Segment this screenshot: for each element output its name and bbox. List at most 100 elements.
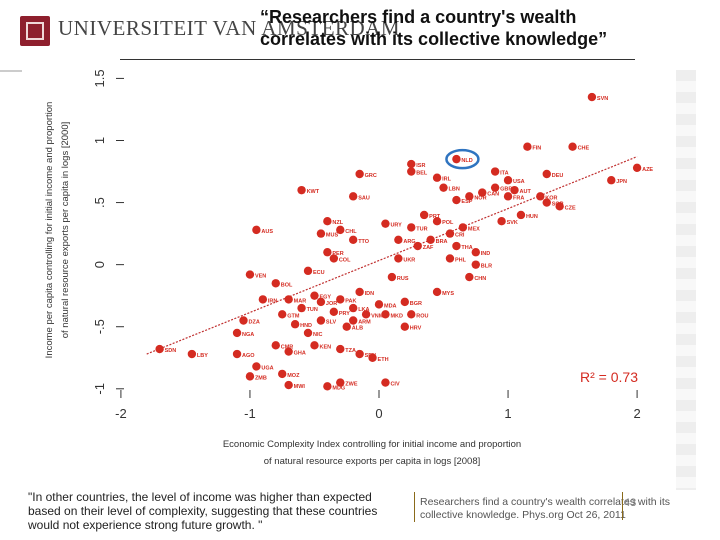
point-TUN bbox=[297, 303, 306, 313]
point-CZE bbox=[555, 202, 564, 211]
point-label-VEN: VEN bbox=[255, 274, 266, 280]
point-label-ISR: ISR bbox=[416, 163, 425, 169]
point-label-TTO: TTO bbox=[358, 239, 370, 245]
point-JPN bbox=[607, 176, 616, 185]
university-crest-icon bbox=[20, 16, 50, 46]
point-TZA bbox=[336, 344, 345, 354]
point-label-MDG: MDG bbox=[332, 385, 345, 391]
point-CRI bbox=[445, 229, 455, 238]
point-ESP bbox=[452, 195, 461, 205]
point-MOZ bbox=[278, 369, 287, 379]
y-axis-label-line-1: of natural resource exports per capita i… bbox=[60, 122, 71, 339]
page-number: 43 bbox=[624, 497, 637, 509]
point-label-SDN: SDN bbox=[165, 348, 177, 354]
point-label-PRY: PRY bbox=[339, 311, 350, 317]
point-HRV bbox=[400, 322, 410, 331]
y-tick-label-4: 1 bbox=[92, 137, 107, 144]
data-points: SVN FIN CHE NLD AZE ITA DEU ISR BEL GRC KWT JPN IRL L… bbox=[155, 92, 653, 391]
point-label-DZA: DZA bbox=[249, 320, 260, 326]
point-SGP bbox=[542, 198, 551, 207]
point-NZL bbox=[323, 216, 332, 226]
point-AUS bbox=[252, 225, 261, 235]
x-axis-label-line-0: Economic Complexity Index controlling fo… bbox=[223, 439, 521, 450]
point-label-UGA: UGA bbox=[261, 365, 273, 371]
point-label-JOR: JOR bbox=[326, 301, 337, 307]
point-label-MOZ: MOZ bbox=[287, 373, 300, 379]
point-label-IND: IND bbox=[481, 251, 491, 257]
point-LBN bbox=[439, 183, 448, 192]
point-AUT bbox=[510, 185, 519, 195]
point-label-LKA: LKA bbox=[358, 307, 369, 313]
x-tick-label-0: -2 bbox=[115, 406, 127, 421]
point-label-ITA: ITA bbox=[500, 171, 508, 177]
chart-axes: -1 -.5 0 .5 1 1.5 -2 -1 0 1 2 bbox=[92, 69, 641, 421]
point-label-AUT: AUT bbox=[520, 189, 532, 195]
point-label-PER: PER bbox=[332, 251, 343, 257]
point-JOR bbox=[316, 297, 326, 307]
point-label-ALB: ALB bbox=[352, 326, 363, 332]
point-KEN bbox=[310, 341, 319, 350]
point-ROU bbox=[407, 310, 416, 319]
page-divider bbox=[622, 492, 623, 520]
point-label-BLR: BLR bbox=[481, 264, 492, 270]
point-TUR bbox=[407, 223, 416, 232]
y-tick-label-1: -.5 bbox=[92, 319, 107, 334]
point-IDN bbox=[355, 287, 364, 297]
point-label-BRA: BRA bbox=[436, 239, 448, 245]
point-COL bbox=[329, 254, 339, 263]
point-AGO bbox=[232, 349, 242, 359]
point-label-TZA: TZA bbox=[345, 348, 356, 354]
point-label-AZE: AZE bbox=[642, 167, 653, 173]
point-AZE bbox=[632, 163, 642, 173]
slide-header: UNIVERSITEIT VAN AMSTERDAM “Researchers … bbox=[0, 0, 720, 70]
point-PER bbox=[323, 248, 332, 257]
point-PAK bbox=[336, 295, 345, 304]
point-VEN bbox=[245, 270, 255, 279]
point-DEU bbox=[542, 169, 551, 179]
point-ETH bbox=[368, 353, 377, 362]
point-label-ETH: ETH bbox=[378, 357, 389, 363]
point-label-RUS: RUS bbox=[397, 276, 409, 282]
point-CHL bbox=[336, 225, 345, 235]
point-ZWE bbox=[336, 378, 345, 387]
point-PHL bbox=[445, 254, 455, 263]
point-HND bbox=[290, 320, 300, 329]
point-POL bbox=[432, 216, 442, 226]
point-VNM bbox=[361, 310, 371, 319]
point-RUS bbox=[387, 272, 397, 282]
point-NOR bbox=[465, 192, 474, 201]
point-label-TUR: TUR bbox=[416, 226, 427, 232]
y-tick-label-2: 0 bbox=[92, 261, 107, 268]
point-CHN bbox=[465, 272, 474, 282]
point-GHA bbox=[284, 347, 293, 356]
point-BEL bbox=[407, 167, 416, 176]
point-label-KWT: KWT bbox=[307, 189, 320, 195]
point-label-HRV: HRV bbox=[410, 326, 422, 332]
point-label-ESP: ESP bbox=[461, 199, 472, 205]
point-label-ECU: ECU bbox=[313, 270, 325, 276]
point-label-PRT: PRT bbox=[429, 214, 441, 220]
point-label-LBN: LBN bbox=[449, 187, 460, 193]
point-IRL bbox=[432, 173, 442, 182]
slide-title: “Researchers find a country's wealth cor… bbox=[260, 7, 608, 49]
point-label-BEL: BEL bbox=[416, 171, 428, 177]
y-tick-label-5: 1.5 bbox=[92, 69, 107, 87]
point-label-COL: COL bbox=[339, 257, 351, 263]
point-label-MKD: MKD bbox=[390, 313, 403, 319]
point-TTO bbox=[348, 235, 358, 245]
point-GRC bbox=[355, 169, 364, 179]
point-label-MYS: MYS bbox=[442, 291, 454, 297]
point-GBR bbox=[490, 183, 500, 192]
point-NLD bbox=[452, 154, 461, 164]
point-USA bbox=[503, 176, 513, 185]
point-URY bbox=[381, 219, 390, 228]
x-tick-label-2: 0 bbox=[375, 406, 382, 421]
point-NGA bbox=[232, 328, 242, 338]
point-ALB bbox=[342, 322, 351, 331]
point-label-CAN: CAN bbox=[487, 192, 499, 198]
title-rule bbox=[120, 59, 635, 60]
point-FIN bbox=[523, 142, 532, 151]
point-label-UKR: UKR bbox=[403, 257, 415, 263]
point-label-ROU: ROU bbox=[416, 313, 428, 319]
